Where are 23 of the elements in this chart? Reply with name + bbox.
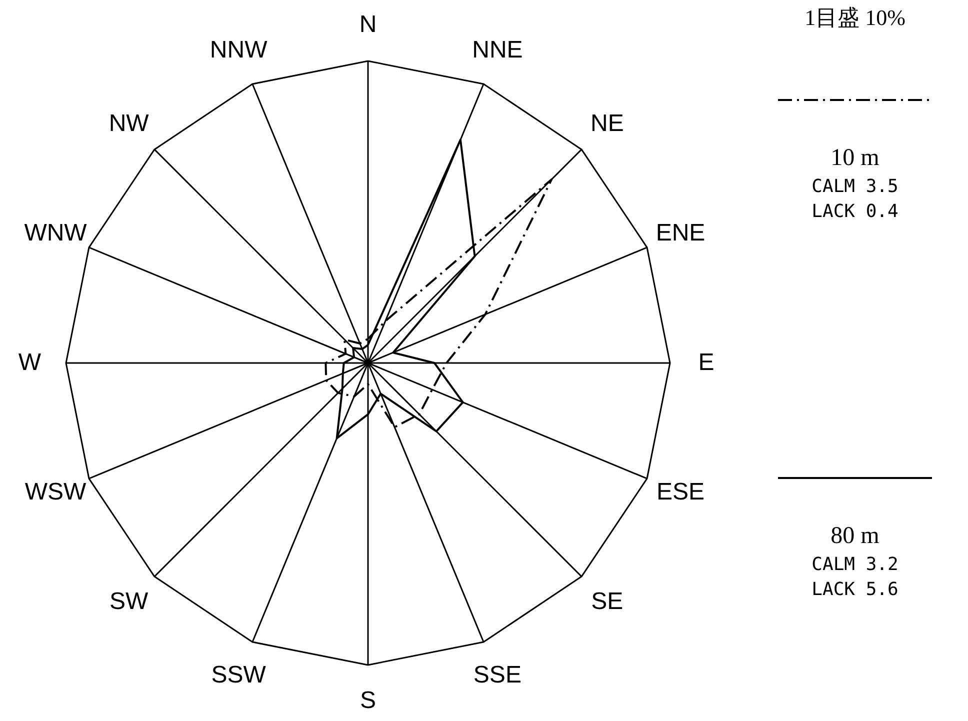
spoke-label: WNW [24, 220, 88, 247]
text: 80 m [830, 523, 880, 549]
spoke-label: NNE [472, 36, 523, 64]
text: 10 m [830, 145, 880, 171]
spoke-label: E [698, 349, 714, 376]
text: CALM 3.5 [812, 176, 898, 197]
spoke-label: WSW [24, 478, 87, 506]
spoke-label: SSW [211, 661, 266, 688]
spoke-label: NE [590, 110, 624, 137]
text: 1目盛 10% [804, 5, 906, 30]
spoke-label: NW [108, 110, 150, 137]
spoke-label: N [359, 10, 377, 38]
spoke-label: ESE [656, 478, 705, 506]
spoke-label: ENE [656, 220, 706, 247]
text: CALM 3.2 [812, 554, 898, 575]
spoke-label: NNW [210, 36, 268, 64]
spoke-label: S [360, 687, 376, 714]
spoke-label: SSE [473, 661, 522, 688]
spoke-label: W [18, 349, 42, 376]
spoke-label: SE [591, 588, 624, 616]
spoke-label: SW [109, 588, 148, 616]
text: LACK 5.6 [812, 579, 898, 600]
text: LACK 0.4 [812, 201, 898, 222]
